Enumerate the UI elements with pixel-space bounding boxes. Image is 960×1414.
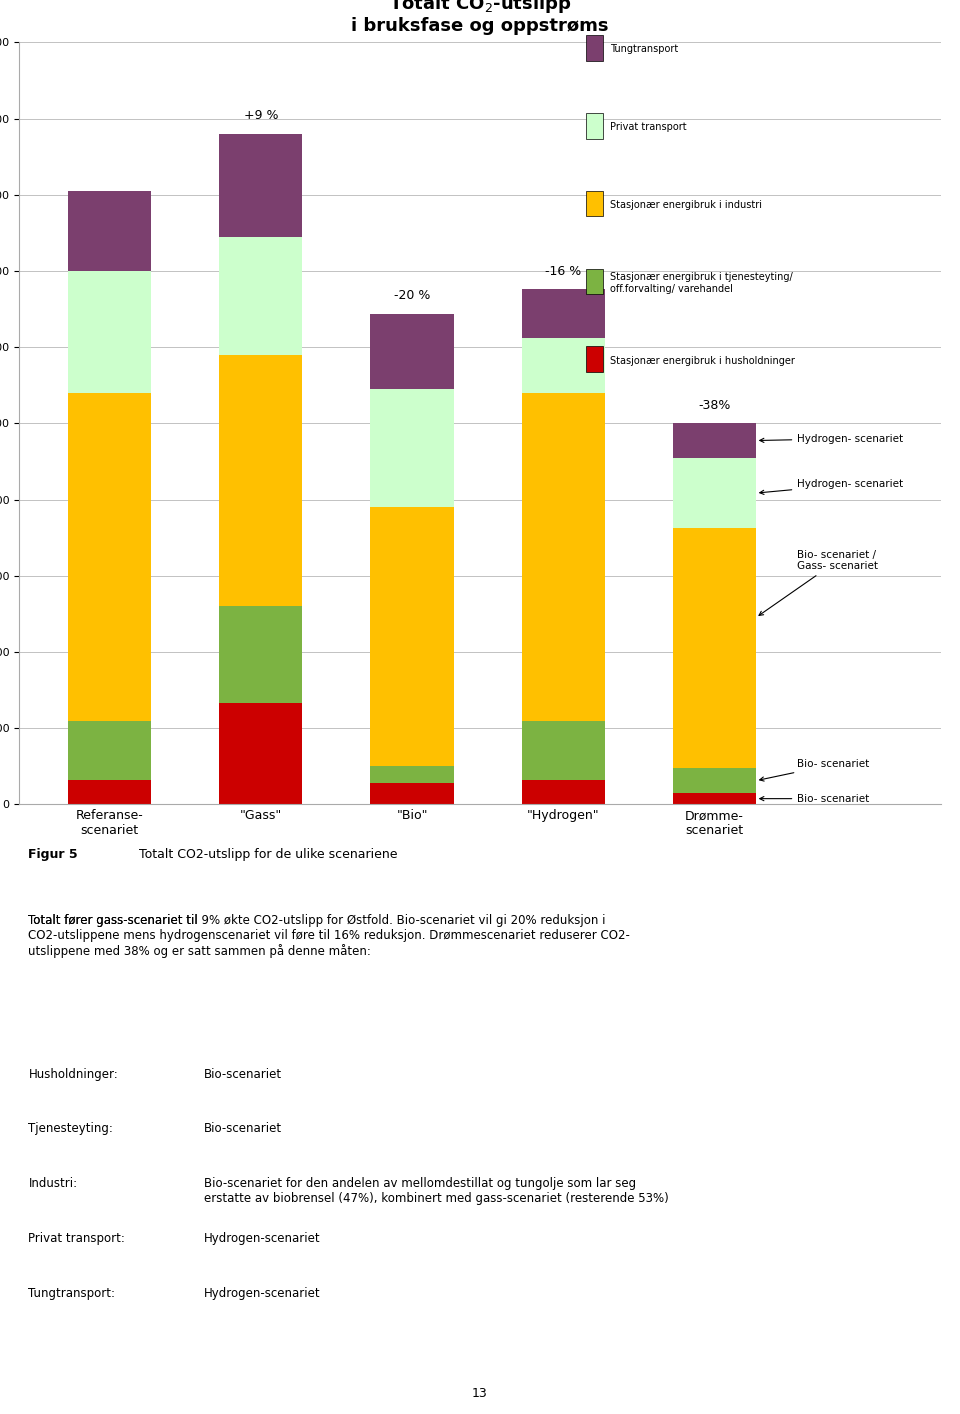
Text: Privat transport:: Privat transport:: [29, 1232, 126, 1246]
Bar: [673, 458, 756, 529]
Bar: [371, 389, 453, 508]
Bar: [371, 314, 453, 389]
Bar: [68, 191, 152, 271]
Text: Husholdninger:: Husholdninger:: [29, 1068, 118, 1080]
Bar: [220, 607, 302, 703]
Text: +9 %: +9 %: [244, 109, 278, 123]
Bar: [673, 768, 756, 793]
Bar: [371, 508, 453, 766]
Text: Bio-scenariet: Bio-scenariet: [204, 1123, 281, 1135]
Text: -20 %: -20 %: [394, 290, 430, 303]
Text: Hydrogen-scenariet: Hydrogen-scenariet: [204, 1287, 320, 1299]
Text: Hydrogen- scenariet: Hydrogen- scenariet: [759, 479, 903, 495]
Text: Stasjonær energibruk i tjenesteyting/
off.forvalting/ varehandel: Stasjonær energibruk i tjenesteyting/ of…: [610, 271, 792, 294]
Text: Figur 5: Figur 5: [29, 848, 78, 861]
Text: Bio- scenariet /
Gass- scenariet: Bio- scenariet / Gass- scenariet: [759, 550, 878, 615]
Text: -38%: -38%: [698, 399, 731, 411]
Text: -16 %: -16 %: [545, 264, 581, 279]
Text: Bio-scenariet: Bio-scenariet: [204, 1068, 281, 1080]
Bar: [68, 779, 152, 805]
Bar: [673, 423, 756, 458]
Bar: [521, 338, 605, 393]
Bar: [371, 783, 453, 805]
Bar: [220, 355, 302, 607]
Text: Bio-scenariet for den andelen av mellomdestillat og tungolje som lar seg
erstatt: Bio-scenariet for den andelen av mellomd…: [204, 1178, 668, 1205]
Text: Stasjonær energibruk i industri: Stasjonær energibruk i industri: [610, 199, 761, 211]
Bar: [220, 703, 302, 805]
Text: Tungtransport: Tungtransport: [610, 44, 678, 55]
Bar: [521, 721, 605, 779]
Bar: [371, 766, 453, 783]
Text: Tjenesteyting:: Tjenesteyting:: [29, 1123, 113, 1135]
Text: Hydrogen-scenariet: Hydrogen-scenariet: [204, 1232, 320, 1246]
Text: Totalt fører gass-scenariet til 9% økte CO2-utslipp for Østfold. Bio-scenariet v: Totalt fører gass-scenariet til 9% økte …: [29, 913, 631, 959]
Text: Stasjonær energibruk i husholdninger: Stasjonær energibruk i husholdninger: [610, 355, 795, 366]
Bar: [673, 793, 756, 805]
Bar: [521, 779, 605, 805]
Bar: [68, 721, 152, 779]
Bar: [220, 236, 302, 355]
Bar: [220, 134, 302, 236]
Text: Bio- scenariet: Bio- scenariet: [759, 793, 870, 803]
Text: Privat transport: Privat transport: [610, 122, 686, 133]
Text: Bio- scenariet: Bio- scenariet: [759, 759, 870, 781]
Bar: [68, 393, 152, 721]
Text: Totalt CO2-utslipp for de ulike scenariene: Totalt CO2-utslipp for de ulike scenarie…: [139, 848, 397, 861]
Bar: [521, 393, 605, 721]
Bar: [68, 271, 152, 393]
Title: Totalt CO$_2$-utslipp
i bruksfase og oppstrøms: Totalt CO$_2$-utslipp i bruksfase og opp…: [351, 0, 609, 35]
Text: Totalt fører gass-scenariet til: Totalt fører gass-scenariet til: [29, 913, 202, 928]
Bar: [521, 290, 605, 338]
Text: Tungtransport:: Tungtransport:: [29, 1287, 115, 1299]
Text: Industri:: Industri:: [29, 1178, 78, 1191]
Bar: [673, 529, 756, 768]
Text: Hydrogen- scenariet: Hydrogen- scenariet: [759, 434, 903, 444]
Text: 13: 13: [472, 1387, 488, 1400]
